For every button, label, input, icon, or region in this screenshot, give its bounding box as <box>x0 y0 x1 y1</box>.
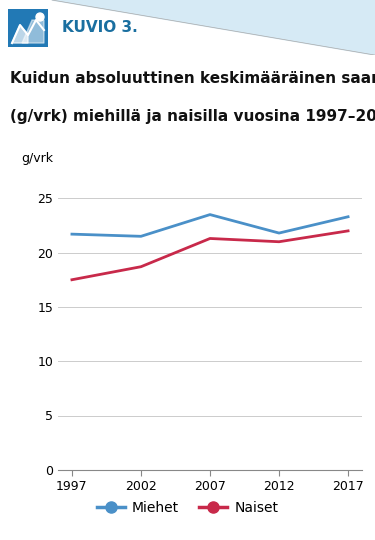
Circle shape <box>36 13 44 21</box>
Text: Kuidun absoluuttinen keskimääräinen saanti: Kuidun absoluuttinen keskimääräinen saan… <box>10 71 375 86</box>
Polygon shape <box>52 0 375 55</box>
Text: g/vrk: g/vrk <box>22 152 54 165</box>
Polygon shape <box>22 20 44 43</box>
Polygon shape <box>12 25 28 43</box>
Text: KUVIO 3.: KUVIO 3. <box>62 19 138 35</box>
Text: (g/vrk) miehillä ja naisilla vuosina 1997–2017: (g/vrk) miehillä ja naisilla vuosina 199… <box>10 109 375 124</box>
Bar <box>8 9 48 47</box>
Legend: Miehet, Naiset: Miehet, Naiset <box>91 495 284 520</box>
